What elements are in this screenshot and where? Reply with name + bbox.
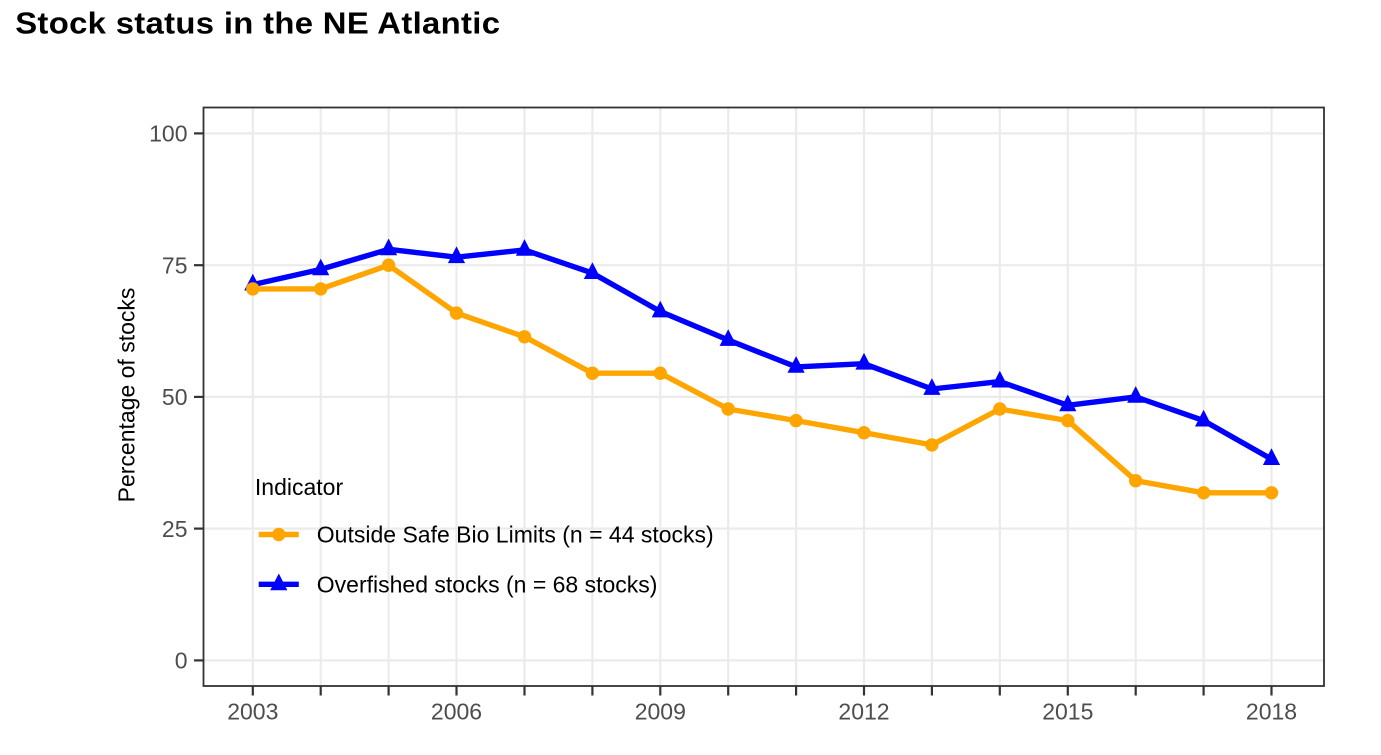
svg-text:50: 50 xyxy=(162,384,188,410)
svg-text:2009: 2009 xyxy=(635,698,686,724)
svg-text:0: 0 xyxy=(175,648,188,674)
svg-text:100: 100 xyxy=(149,121,187,147)
svg-text:2006: 2006 xyxy=(431,698,482,724)
svg-text:25: 25 xyxy=(162,516,188,542)
svg-text:Percentage of stocks: Percentage of stocks xyxy=(114,288,140,503)
svg-text:Stock status in the NE Atlanti: Stock status in the NE Atlantic xyxy=(15,5,500,40)
svg-text:2003: 2003 xyxy=(227,698,278,724)
svg-text:Outside Safe Bio Limits (n = 4: Outside Safe Bio Limits (n = 44 stocks) xyxy=(317,522,714,548)
svg-text:Overfished stocks (n = 68 stoc: Overfished stocks (n = 68 stocks) xyxy=(317,572,658,598)
svg-text:2018: 2018 xyxy=(1246,698,1297,724)
svg-text:Indicator: Indicator xyxy=(255,474,344,500)
svg-text:2015: 2015 xyxy=(1042,698,1093,724)
svg-text:75: 75 xyxy=(162,252,188,278)
svg-text:2012: 2012 xyxy=(838,698,889,724)
